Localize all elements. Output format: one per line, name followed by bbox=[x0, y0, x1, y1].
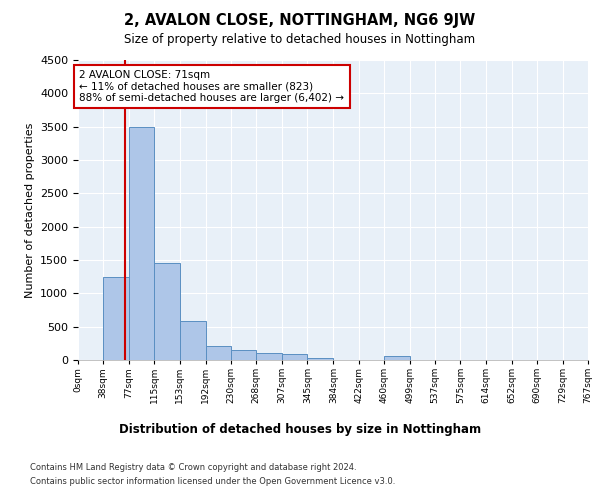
Bar bbox=[256, 352, 282, 360]
Bar bbox=[384, 356, 410, 360]
Text: 2 AVALON CLOSE: 71sqm
← 11% of detached houses are smaller (823)
88% of semi-det: 2 AVALON CLOSE: 71sqm ← 11% of detached … bbox=[79, 70, 344, 103]
Bar bbox=[154, 264, 180, 360]
Y-axis label: Number of detached properties: Number of detached properties bbox=[25, 122, 35, 298]
Bar bbox=[180, 322, 206, 360]
Text: 2, AVALON CLOSE, NOTTINGHAM, NG6 9JW: 2, AVALON CLOSE, NOTTINGHAM, NG6 9JW bbox=[124, 12, 476, 28]
Bar bbox=[206, 346, 231, 360]
Text: Contains HM Land Registry data © Crown copyright and database right 2024.: Contains HM Land Registry data © Crown c… bbox=[30, 462, 356, 471]
Bar bbox=[103, 276, 129, 360]
Text: Size of property relative to detached houses in Nottingham: Size of property relative to detached ho… bbox=[124, 32, 476, 46]
Text: Distribution of detached houses by size in Nottingham: Distribution of detached houses by size … bbox=[119, 422, 481, 436]
Bar bbox=[307, 358, 334, 360]
Bar bbox=[231, 350, 256, 360]
Text: Contains public sector information licensed under the Open Government Licence v3: Contains public sector information licen… bbox=[30, 478, 395, 486]
Bar bbox=[129, 126, 154, 360]
Bar bbox=[282, 354, 307, 360]
